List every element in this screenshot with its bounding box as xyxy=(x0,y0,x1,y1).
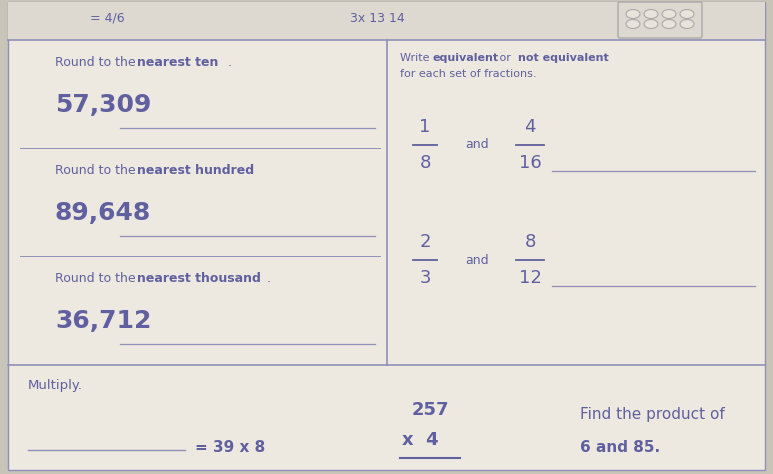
Bar xyxy=(8,2,765,40)
Text: or: or xyxy=(496,53,514,63)
Text: 8: 8 xyxy=(524,233,536,251)
Ellipse shape xyxy=(680,19,694,28)
Text: .: . xyxy=(250,164,254,176)
Text: x  4: x 4 xyxy=(402,431,438,449)
Text: for each set of fractions.: for each set of fractions. xyxy=(400,69,536,79)
Text: and: and xyxy=(465,138,489,152)
Text: 8: 8 xyxy=(419,154,431,172)
Text: nearest ten: nearest ten xyxy=(137,55,219,69)
Text: 1: 1 xyxy=(419,118,431,136)
Text: 3x 13 14: 3x 13 14 xyxy=(350,11,405,25)
Text: nearest thousand: nearest thousand xyxy=(137,272,261,284)
Text: Round to the: Round to the xyxy=(55,164,140,176)
Text: Write: Write xyxy=(400,53,433,63)
Text: 257: 257 xyxy=(411,401,449,419)
Text: and: and xyxy=(465,254,489,266)
Text: .: . xyxy=(228,55,232,69)
Ellipse shape xyxy=(626,9,640,18)
Text: equivalent: equivalent xyxy=(433,53,499,63)
Ellipse shape xyxy=(626,19,640,28)
Ellipse shape xyxy=(680,9,694,18)
Ellipse shape xyxy=(662,9,676,18)
Text: Find the product of: Find the product of xyxy=(580,408,725,422)
Text: 6 and 85.: 6 and 85. xyxy=(580,440,660,456)
Text: nearest hundred: nearest hundred xyxy=(137,164,254,176)
Text: 16: 16 xyxy=(519,154,541,172)
Text: not equivalent: not equivalent xyxy=(518,53,609,63)
Text: 12: 12 xyxy=(519,269,541,287)
Text: Round to the: Round to the xyxy=(55,272,140,284)
Text: 4: 4 xyxy=(524,118,536,136)
Text: .: . xyxy=(267,272,271,284)
Text: 3: 3 xyxy=(419,269,431,287)
Text: 57,309: 57,309 xyxy=(55,93,152,117)
Text: 2: 2 xyxy=(419,233,431,251)
Text: = 39 x 8: = 39 x 8 xyxy=(195,440,265,456)
Ellipse shape xyxy=(662,19,676,28)
Text: = 4/6: = 4/6 xyxy=(90,11,124,25)
Text: Round to the: Round to the xyxy=(55,55,140,69)
Ellipse shape xyxy=(644,19,658,28)
Text: Multiply.: Multiply. xyxy=(28,379,83,392)
Ellipse shape xyxy=(644,9,658,18)
Text: 89,648: 89,648 xyxy=(55,201,152,225)
Text: 36,712: 36,712 xyxy=(55,309,152,333)
